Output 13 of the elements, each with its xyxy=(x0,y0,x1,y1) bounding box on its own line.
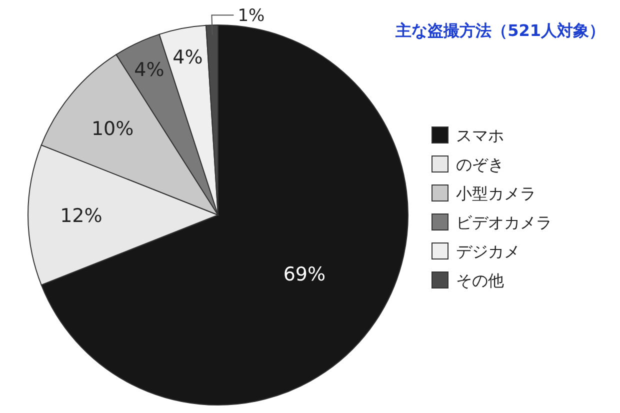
legend-label: 小型カメラ xyxy=(456,184,536,203)
text: 主な盗撮方法（521人対象） xyxy=(394,21,605,40)
legend-label: その他 xyxy=(456,271,504,290)
data-label: 1% xyxy=(238,6,265,26)
data-label: 69% xyxy=(283,264,326,286)
data-label: 10% xyxy=(91,118,134,140)
data-label: 4% xyxy=(134,58,164,81)
legend-label: スマホ xyxy=(456,126,504,145)
legend-label: デジカメ xyxy=(456,242,520,261)
data-label: 12% xyxy=(60,205,102,227)
legend-label: ビデオカメラ xyxy=(456,213,552,232)
legend-label: のぞき xyxy=(456,155,504,174)
data-label: 4% xyxy=(172,46,203,68)
